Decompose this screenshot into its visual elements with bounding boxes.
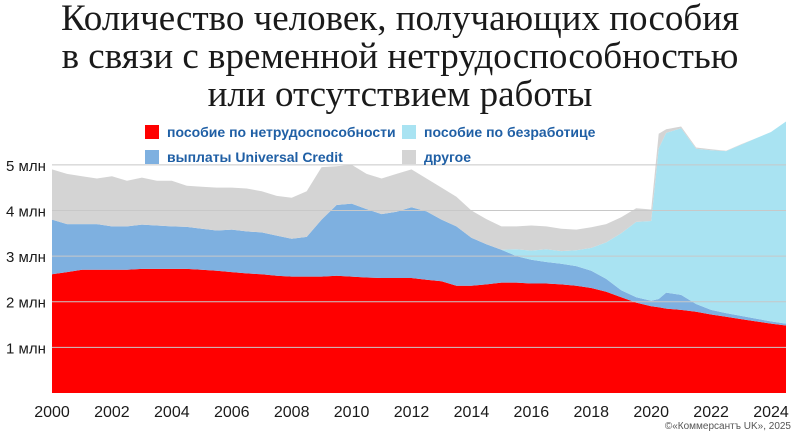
y-tick-label: 1 млн	[6, 340, 46, 357]
x-tick-label: 2008	[274, 404, 310, 421]
legend-swatch-incapacity	[145, 125, 159, 139]
title-line-1: Количество человек, получающих пособия	[60, 0, 740, 39]
x-tick-label: 2006	[214, 404, 250, 421]
x-tick-label: 2020	[633, 404, 669, 421]
legend-label-unemployment: пособие по безработице	[424, 124, 596, 140]
title-line-2: в связи с временной нетрудоспособностью	[61, 36, 739, 77]
y-tick-label: 2 млн	[6, 295, 46, 312]
area-unemployment	[52, 121, 786, 324]
x-tick-label: 2024	[753, 404, 789, 421]
legend-swatch-unemployment	[402, 125, 416, 139]
x-tick-label: 2002	[94, 404, 130, 421]
area-universal_credit	[52, 203, 786, 326]
legend-label-universal_credit: выплаты Universal Credit	[167, 149, 343, 165]
chart-title: Количество человек, получающих пособия в…	[0, 0, 800, 114]
area-other	[52, 121, 786, 252]
x-tick-label: 2000	[34, 404, 70, 421]
legend-label-other: другое	[424, 149, 471, 165]
y-tick-label: 5 млн	[6, 158, 46, 175]
x-tick-label: 2004	[154, 404, 190, 421]
x-tick-label: 2016	[514, 404, 550, 421]
legend-label-incapacity: пособие по нетрудоспособности	[167, 124, 396, 140]
copyright-credit: ©«Коммерсантъ UK», 2025	[664, 421, 791, 432]
legend-swatch-universal_credit	[145, 150, 159, 164]
legend-swatch-other	[402, 150, 416, 164]
x-tick-label: 2018	[573, 404, 609, 421]
x-axis-labels: 2000 2002 2004 2006 2008 2010 2012 2014 2016 2018…	[34, 404, 789, 421]
x-tick-label: 2010	[334, 404, 370, 421]
title-line-3: или отсутствием работы	[207, 74, 593, 115]
area-incapacity	[52, 268, 786, 393]
legend: пособие по нетрудоспособности пособие по …	[145, 124, 596, 165]
y-tick-label: 4 млн	[6, 203, 46, 220]
y-axis-labels: 1 млн 2 млн 3 млн 4 млн 5 млн	[6, 158, 46, 358]
area-layers	[52, 121, 786, 393]
y-tick-label: 3 млн	[6, 249, 46, 266]
x-tick-label: 2014	[454, 404, 490, 421]
x-tick-label: 2022	[693, 404, 729, 421]
gridlines	[52, 164, 786, 348]
x-tick-label: 2012	[394, 404, 430, 421]
